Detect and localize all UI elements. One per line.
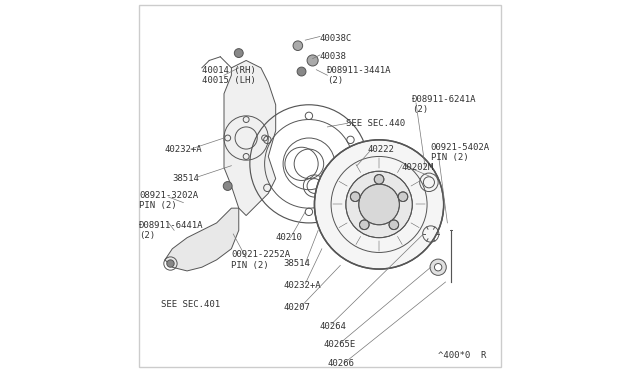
Circle shape	[314, 140, 444, 269]
Text: 40232+A: 40232+A	[283, 281, 321, 290]
Text: 40210: 40210	[276, 233, 303, 242]
Circle shape	[359, 184, 399, 225]
Text: 38514: 38514	[172, 174, 199, 183]
Text: Ð08911-6241A
(2): Ð08911-6241A (2)	[412, 95, 477, 115]
Text: 40038C: 40038C	[320, 34, 352, 43]
Circle shape	[350, 192, 360, 202]
Text: 40265E: 40265E	[324, 340, 356, 349]
Text: 40266: 40266	[328, 359, 355, 368]
Text: 40038: 40038	[320, 52, 347, 61]
Text: 00921-5402A
PIN (2): 00921-5402A PIN (2)	[431, 143, 490, 163]
Circle shape	[293, 41, 303, 51]
Text: 40014 (RH)
40015 (LH): 40014 (RH) 40015 (LH)	[202, 65, 255, 85]
Text: SEE SEC.440: SEE SEC.440	[346, 119, 405, 128]
Circle shape	[234, 49, 243, 58]
Text: 40207: 40207	[283, 303, 310, 312]
Text: 08921-3202A
PIN (2): 08921-3202A PIN (2)	[139, 191, 198, 211]
Circle shape	[430, 259, 446, 275]
Circle shape	[297, 67, 306, 76]
Circle shape	[360, 220, 369, 230]
Text: ^400*0  R: ^400*0 R	[438, 351, 486, 360]
Circle shape	[346, 171, 412, 238]
Circle shape	[435, 263, 442, 271]
Polygon shape	[224, 61, 276, 215]
Text: SEE SEC.401: SEE SEC.401	[161, 300, 220, 309]
Circle shape	[398, 192, 408, 202]
Text: 00921-2252A
PIN (2): 00921-2252A PIN (2)	[232, 250, 291, 270]
Text: 38514: 38514	[283, 259, 310, 268]
Circle shape	[374, 174, 384, 184]
Text: 40222: 40222	[368, 145, 395, 154]
Text: Ð08911-3441A
(2): Ð08911-3441A (2)	[328, 65, 392, 85]
Circle shape	[307, 55, 318, 66]
Polygon shape	[165, 208, 239, 271]
Circle shape	[389, 220, 399, 230]
Circle shape	[167, 260, 174, 267]
Text: 40202M: 40202M	[401, 163, 433, 172]
Text: Ð08911-6441A
(2): Ð08911-6441A (2)	[139, 221, 204, 240]
Text: 40264: 40264	[320, 322, 347, 331]
Text: 40232+A: 40232+A	[165, 145, 202, 154]
Circle shape	[223, 182, 232, 190]
